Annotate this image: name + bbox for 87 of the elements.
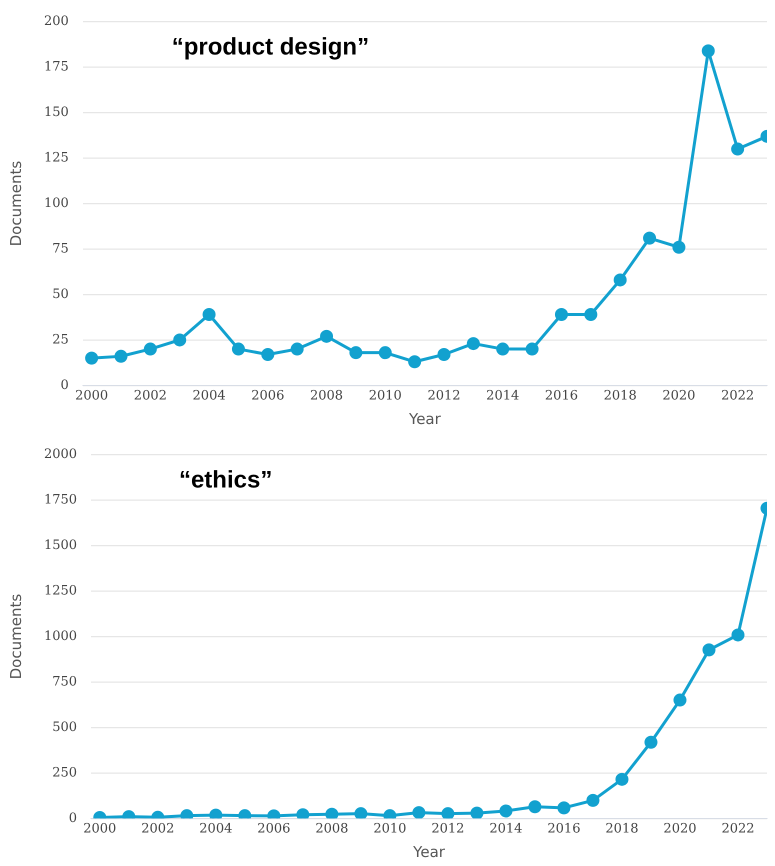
y-tick-label: 50 [52, 286, 69, 302]
x-tick-label: 2016 [547, 822, 580, 837]
x-tick-label: 2014 [486, 388, 520, 404]
y-tick-label: 1000 [44, 628, 78, 644]
y-axis-title: Documents [6, 594, 25, 680]
point [557, 801, 570, 814]
point [354, 807, 368, 818]
x-tick-label: 2018 [605, 822, 638, 837]
y-tick-label: 1250 [44, 584, 78, 599]
point [643, 232, 656, 245]
point [526, 342, 539, 356]
point [325, 808, 338, 818]
point [731, 628, 744, 642]
y-axis-title: Documents [6, 160, 25, 246]
point [584, 308, 598, 321]
point [209, 808, 222, 818]
point [496, 342, 510, 356]
point [232, 342, 245, 356]
y-tick-label: 0 [68, 810, 78, 826]
x-tick-label: 2006 [251, 388, 284, 404]
x-tick-label: 2000 [83, 822, 116, 837]
point [320, 330, 334, 343]
x-tick-label: 2006 [257, 822, 290, 837]
x-tick-label: 2016 [544, 388, 578, 404]
point [644, 736, 658, 749]
x-tick-label: 2014 [489, 822, 522, 837]
y-tick-label: 125 [44, 150, 69, 166]
x-tick-label: 2012 [427, 388, 461, 404]
point [614, 273, 627, 286]
x-tick-label: 2008 [315, 822, 348, 837]
point [173, 333, 186, 346]
x-tick-label: 2010 [368, 388, 402, 404]
point [261, 348, 274, 361]
y-tick-label: 175 [44, 60, 69, 75]
point [349, 346, 362, 360]
y-tick-label: 1500 [44, 538, 78, 554]
x-tick-label: 2002 [141, 822, 174, 837]
y-tick-label: 150 [44, 105, 69, 120]
y-tick-label: 75 [52, 241, 69, 256]
point [554, 308, 568, 321]
y-tick-label: 1750 [44, 492, 78, 508]
point [672, 240, 686, 254]
x-tick-label: 2022 [721, 822, 755, 837]
x-axis-title: Year [412, 842, 446, 861]
x-tick-label: 2004 [199, 822, 232, 837]
point [731, 142, 744, 156]
point [673, 694, 686, 707]
x-tick-label: 2022 [721, 388, 754, 404]
x-tick-label: 2000 [75, 388, 108, 404]
point [85, 352, 98, 365]
y-tick-label: 2000 [44, 447, 78, 462]
x-tick-label: 2008 [310, 388, 344, 404]
point [702, 643, 716, 656]
point [290, 342, 304, 356]
point [702, 44, 715, 58]
point [378, 346, 392, 360]
y-tick-label: 0 [60, 378, 69, 393]
point [114, 350, 128, 363]
x-tick-label: 2018 [604, 388, 637, 404]
point [586, 794, 600, 807]
point [441, 807, 454, 818]
x-tick-label: 2002 [134, 388, 167, 404]
point [466, 337, 480, 350]
point [408, 355, 422, 368]
point [296, 808, 310, 818]
point [615, 772, 628, 786]
point [528, 800, 542, 814]
point [144, 342, 157, 356]
point [499, 804, 512, 818]
y-tick-label: 750 [52, 674, 78, 690]
x-tick-label: 2010 [373, 822, 406, 837]
y-tick-label: 250 [52, 765, 78, 780]
y-tick-label: 500 [52, 720, 78, 735]
text: “product design” [172, 33, 370, 60]
y-tick-label: 200 [44, 14, 69, 30]
y-tick-label: 100 [44, 196, 69, 211]
y-tick-label: 25 [52, 332, 69, 348]
point [412, 806, 426, 818]
point [470, 806, 484, 818]
point [202, 308, 216, 321]
x-axis-title: Year [408, 410, 442, 428]
x-tick-label: 2020 [662, 388, 696, 404]
x-tick-label: 2012 [431, 822, 464, 837]
point [437, 348, 450, 361]
x-tick-label: 2004 [192, 388, 226, 404]
x-tick-label: 2020 [663, 822, 697, 837]
text: “ethics” [178, 466, 272, 494]
